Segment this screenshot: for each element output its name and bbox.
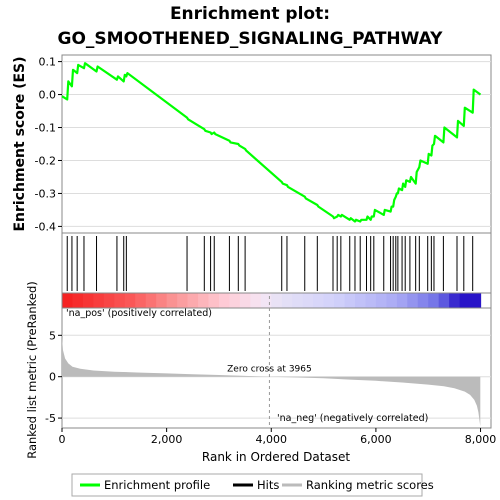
rank-bar-segment (323, 293, 335, 308)
rank-bar-segment (218, 293, 231, 308)
rank-bar-segment (292, 293, 304, 308)
rank-bar-segment (177, 293, 189, 308)
hit-markers (66, 236, 474, 291)
rank-bar-segment (62, 293, 74, 308)
x-tick-label: 8,000 (465, 433, 497, 446)
rank-bar-segment (396, 293, 408, 308)
negative-correlation-label: 'na_neg' (negatively correlated) (277, 413, 428, 424)
metric-y-axis-ticks: 5 0 -5 (45, 329, 62, 425)
rank-bar-segment (93, 293, 105, 308)
plot-title-line2: GO_SMOOTHENED_SIGNALING_PATHWAY (58, 29, 444, 49)
rank-color-bar (62, 293, 482, 308)
es-y-tick-label: 0.1 (39, 56, 57, 69)
enrichment-score-panel: 0.1 0.0 -0.1 -0.2 -0.3 -0.4 Enrichment score … (12, 54, 492, 234)
es-y-axis-ticks: 0.1 0.0 -0.1 -0.2 -0.3 -0.4 (35, 56, 62, 233)
legend-hits-label: Hits (257, 478, 279, 492)
es-grid (62, 61, 491, 227)
metric-panel-frame (61, 307, 492, 429)
metric-x-axis-ticks: 0 2,000 4,000 6,000 8,000 (59, 428, 497, 446)
x-tick-label: 4,000 (256, 433, 288, 446)
x-tick-label: 0 (59, 433, 66, 446)
rank-bar-segment (449, 293, 461, 308)
rank-bar-segment (239, 293, 251, 308)
rank-bar-segment (302, 293, 314, 308)
es-y-tick-label: -0.2 (35, 154, 56, 167)
rank-bar-segment (82, 293, 94, 308)
x-tick-label: 6,000 (360, 433, 392, 446)
metric-y-tick-label: -5 (45, 412, 56, 425)
rank-bar-segment (166, 293, 178, 308)
rank-bar-segment (354, 293, 367, 308)
hits-panel (61, 232, 492, 294)
rank-bar-segment (124, 293, 136, 308)
x-tick-label: 2,000 (151, 433, 183, 446)
rank-bar-segment (470, 293, 482, 308)
legend: Enrichment profile Hits Ranking metric s… (71, 473, 434, 497)
rank-bar-segment (135, 293, 147, 308)
rank-bar-segment (250, 293, 262, 308)
rank-bar-segment (281, 293, 293, 308)
rank-bar-segment (145, 293, 157, 308)
rank-bar-segment (375, 293, 387, 308)
rank-bar-segment (365, 293, 377, 308)
rank-bar-segment (187, 293, 199, 308)
es-y-tick-label: -0.1 (35, 122, 56, 135)
rank-bar-segment (198, 293, 210, 308)
rank-bar-segment (271, 293, 283, 308)
metric-y-tick-label: 0 (49, 371, 56, 384)
rank-bar-segment (156, 293, 168, 308)
rank-bar-segment (459, 293, 471, 308)
rank-bar-segment (386, 293, 398, 308)
rank-bar-segment (407, 293, 419, 308)
rank-bar-segment (103, 293, 115, 308)
zero-cross-label: Zero cross at 3965 (227, 365, 312, 375)
legend-metric-label: Ranking metric scores (306, 478, 434, 492)
rank-bar-segment (208, 293, 220, 308)
positive-correlation-label: 'na_pos' (positively correlated) (66, 308, 212, 319)
es-y-tick-label: -0.3 (35, 187, 56, 200)
es-y-axis-label: Enrichment score (ES) (12, 56, 28, 231)
rank-bar-segment (72, 293, 84, 308)
x-axis-label: Rank in Ordered Dataset (202, 450, 350, 464)
rank-bar-segment (428, 293, 440, 308)
es-panel-frame (61, 54, 492, 234)
ranked-metric-panel: Zero cross at 3965 'na_pos' (positively … (25, 281, 496, 464)
rank-bar-segment (417, 293, 429, 308)
rank-bar-segment (260, 293, 272, 308)
enrichment-profile-line (61, 62, 482, 223)
rank-bar-segment (344, 293, 356, 308)
rank-bar-segment (229, 293, 241, 308)
rank-bar-segment (313, 293, 325, 308)
ranking-metric-area (62, 337, 481, 427)
rank-bar-segment (438, 293, 450, 308)
metric-y-tick-label: 5 (49, 329, 56, 342)
plot-title-line1: Enrichment plot: (170, 4, 330, 24)
rank-bar-segment (334, 293, 346, 308)
metric-y-axis-label: Ranked list metric (PreRanked) (25, 281, 39, 459)
es-y-tick-label: 0.0 (39, 89, 57, 102)
legend-enrichment-label: Enrichment profile (104, 478, 210, 492)
rank-bar-segment (114, 293, 126, 308)
es-y-tick-label: -0.4 (35, 220, 56, 233)
